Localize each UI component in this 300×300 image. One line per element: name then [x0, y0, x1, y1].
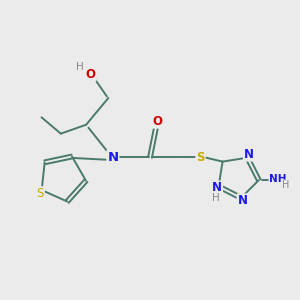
- Text: N: N: [244, 148, 254, 160]
- Text: N: N: [107, 151, 118, 164]
- Text: N: N: [238, 194, 248, 207]
- Text: H: H: [76, 62, 84, 72]
- Text: N: N: [212, 182, 222, 194]
- Text: S: S: [37, 187, 44, 200]
- Text: S: S: [196, 151, 205, 164]
- Text: O: O: [152, 115, 162, 128]
- Text: H: H: [283, 180, 290, 190]
- Text: H: H: [212, 193, 220, 203]
- Text: NH: NH: [269, 174, 287, 184]
- Text: O: O: [85, 68, 96, 81]
